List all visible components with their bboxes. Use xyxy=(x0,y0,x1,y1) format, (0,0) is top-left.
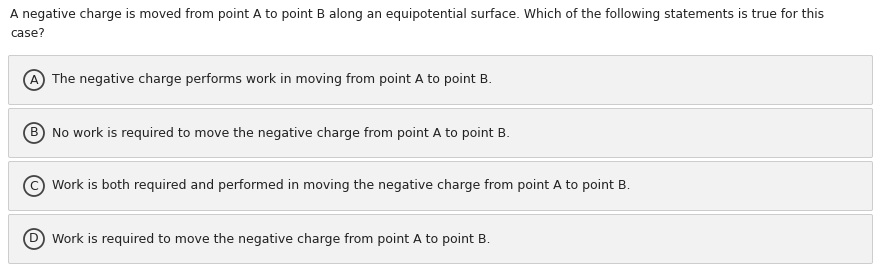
Text: No work is required to move the negative charge from point A to point B.: No work is required to move the negative… xyxy=(52,126,510,139)
Text: Work is required to move the negative charge from point A to point B.: Work is required to move the negative ch… xyxy=(52,233,491,246)
Text: A: A xyxy=(30,73,38,87)
Text: A negative charge is moved from point A to point B along an equipotential surfac: A negative charge is moved from point A … xyxy=(10,8,824,40)
Text: The negative charge performs work in moving from point A to point B.: The negative charge performs work in mov… xyxy=(52,73,492,87)
Text: Work is both required and performed in moving the negative charge from point A t: Work is both required and performed in m… xyxy=(52,180,631,192)
Text: C: C xyxy=(30,180,39,192)
FancyBboxPatch shape xyxy=(9,214,872,263)
Text: D: D xyxy=(29,233,39,246)
FancyBboxPatch shape xyxy=(9,55,872,105)
FancyBboxPatch shape xyxy=(9,162,872,210)
FancyBboxPatch shape xyxy=(9,109,872,158)
Text: B: B xyxy=(30,126,38,139)
